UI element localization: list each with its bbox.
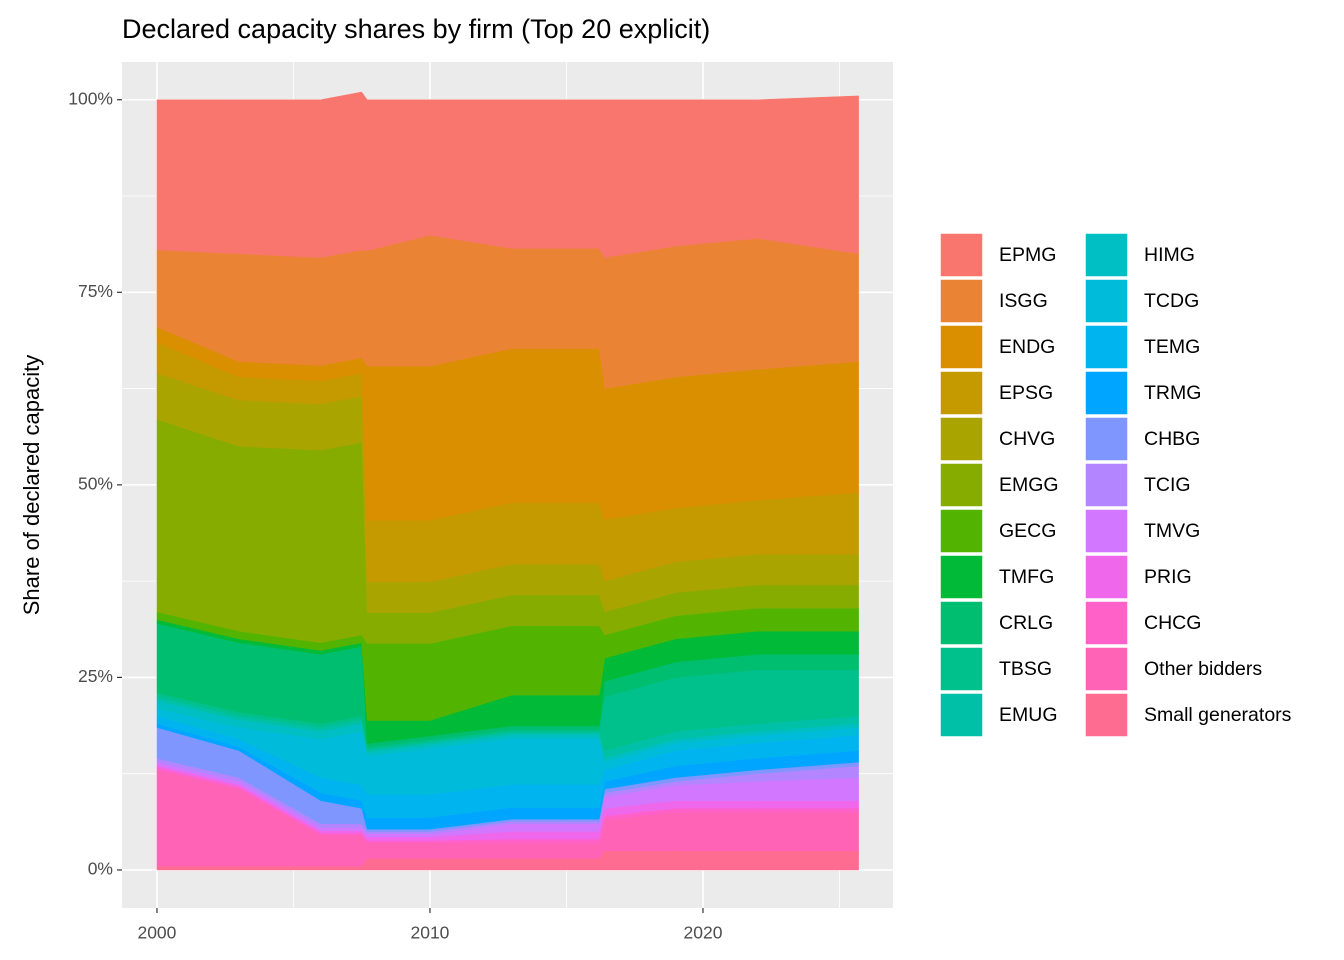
y-tick-label: 100% xyxy=(68,88,113,108)
area xyxy=(156,91,859,258)
legend-key xyxy=(1084,646,1129,692)
legend-key xyxy=(939,278,984,324)
legend-key xyxy=(1084,600,1129,646)
x-tick-label: 2010 xyxy=(410,923,449,943)
legend-key xyxy=(939,462,984,508)
legend-key xyxy=(1084,324,1129,370)
legend-key xyxy=(939,416,984,462)
legend-key xyxy=(1084,554,1129,600)
chart-title: Declared capacity shares by firm (Top 20… xyxy=(122,14,710,44)
legend-key xyxy=(1084,416,1129,462)
legend-label: HIMG xyxy=(1144,244,1195,266)
legend-key xyxy=(939,646,984,692)
legend-label: TMFG xyxy=(999,566,1054,588)
legend-key xyxy=(1084,692,1129,738)
x-tick-label: 2020 xyxy=(684,923,723,943)
legend-key xyxy=(939,554,984,600)
legend-label: Small generators xyxy=(1144,704,1292,726)
legend-label: EPMG xyxy=(999,244,1056,266)
legend-label: TRMG xyxy=(1144,382,1201,404)
legend-label: CRLG xyxy=(999,612,1053,634)
legend-label: ENDG xyxy=(999,336,1055,358)
legend-label: TEMG xyxy=(1144,336,1200,358)
legend-label: Other bidders xyxy=(1144,658,1262,680)
y-tick-label: 0% xyxy=(88,859,113,879)
legend-key xyxy=(1084,232,1129,278)
legend-key xyxy=(939,508,984,554)
legend-label: PRIG xyxy=(1144,566,1192,588)
legend-label: TMVG xyxy=(1144,520,1200,542)
x-tick-label: 2000 xyxy=(137,923,176,943)
legend-key xyxy=(939,692,984,738)
legend-label: CHBG xyxy=(1144,428,1200,450)
legend-label: GECG xyxy=(999,520,1056,542)
legend-label: TBSG xyxy=(999,658,1052,680)
legend-label: EMUG xyxy=(999,704,1058,726)
legend-label: EMGG xyxy=(999,474,1059,496)
legend-label: TCDG xyxy=(1144,290,1199,312)
y-tick-label: 25% xyxy=(78,666,113,686)
y-axis-label: Share of declared capacity xyxy=(19,355,44,616)
legend-key xyxy=(939,370,984,416)
legend-key xyxy=(1084,508,1129,554)
legend-key xyxy=(939,324,984,370)
legend-label: CHCG xyxy=(1144,612,1201,634)
legend-key xyxy=(1084,462,1129,508)
y-tick-label: 50% xyxy=(78,473,113,493)
y-tick-label: 75% xyxy=(78,281,113,301)
legend-key xyxy=(939,232,984,278)
legend-label: CHVG xyxy=(999,428,1055,450)
legend-key xyxy=(939,600,984,646)
legend-key xyxy=(1084,278,1129,324)
legend-label: TCIG xyxy=(1144,474,1191,496)
legend-label: ISGG xyxy=(999,290,1048,312)
legend-label: EPSG xyxy=(999,382,1053,404)
legend-key xyxy=(1084,370,1129,416)
